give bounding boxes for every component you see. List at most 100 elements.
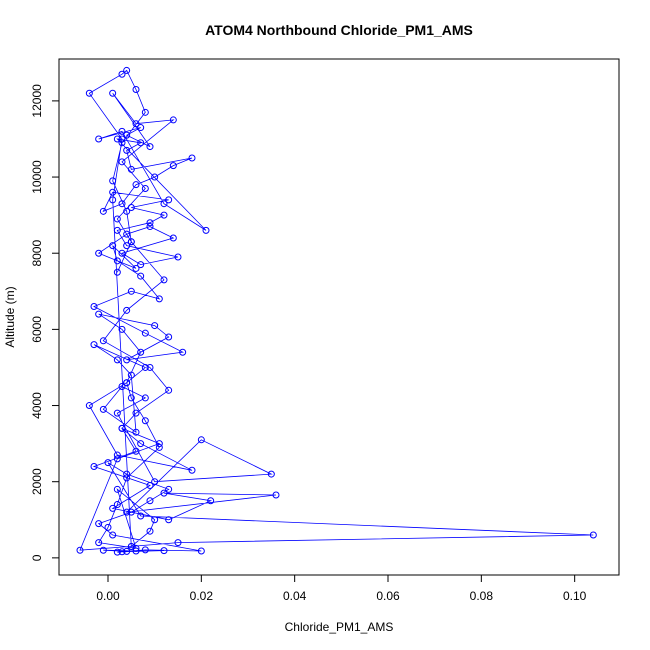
data-point — [118, 200, 126, 208]
data-point — [137, 440, 145, 448]
data-point — [146, 527, 154, 535]
data-point — [169, 234, 177, 242]
data-point — [188, 466, 196, 474]
data-point — [188, 154, 196, 162]
data-point — [118, 139, 126, 147]
data-point — [267, 470, 275, 478]
data-point — [127, 394, 135, 402]
data-point — [118, 135, 126, 143]
y-tick-label: 0 — [30, 554, 44, 561]
data-point — [109, 531, 117, 539]
data-point — [146, 497, 154, 505]
data-point — [174, 253, 182, 261]
data-point — [127, 238, 135, 246]
data-point — [169, 162, 177, 170]
data-point — [123, 306, 131, 314]
data-point — [90, 462, 98, 470]
y-axis: 0 2000 4000 6000 8000 10000 12000 — [30, 84, 60, 561]
data-point — [132, 181, 140, 189]
y-tick-label: 10000 — [30, 160, 44, 194]
data-point — [99, 337, 107, 345]
x-tick-label: 0.06 — [376, 589, 400, 603]
data-point — [151, 173, 159, 181]
data-point — [141, 394, 149, 402]
x-axis-label: Chloride_PM1_AMS — [285, 620, 394, 634]
data-point — [155, 443, 163, 451]
data-point — [146, 219, 154, 227]
data-point — [160, 489, 168, 497]
data-point — [123, 474, 131, 482]
data-point — [99, 546, 107, 554]
data-point — [141, 546, 149, 554]
data-point — [132, 264, 140, 272]
data-point — [113, 455, 121, 463]
data-point — [141, 108, 149, 116]
data-point — [104, 523, 112, 531]
data-point — [118, 548, 126, 556]
data-point — [137, 124, 145, 132]
data-point — [118, 70, 126, 78]
data-point — [155, 440, 163, 448]
series-group — [76, 66, 597, 556]
data-point — [151, 516, 159, 524]
data-point — [123, 131, 131, 139]
data-point — [132, 409, 140, 417]
data-point — [123, 146, 131, 154]
data-point — [132, 85, 140, 93]
data-point — [132, 428, 140, 436]
data-point — [160, 547, 168, 555]
y-tick-label: 12000 — [30, 84, 44, 118]
x-tick-label: 0.04 — [283, 589, 307, 603]
data-point — [123, 547, 131, 555]
data-point — [165, 386, 173, 394]
data-point — [113, 501, 121, 509]
data-point — [99, 405, 107, 413]
data-point — [118, 127, 126, 135]
data-point — [197, 547, 205, 555]
data-point — [123, 470, 131, 478]
data-point — [174, 539, 182, 547]
data-point — [137, 348, 145, 356]
data-point — [132, 547, 140, 555]
data-point — [146, 363, 154, 371]
data-point — [132, 120, 140, 128]
data-point — [123, 242, 131, 250]
data-point — [85, 402, 93, 410]
data-point — [151, 322, 159, 330]
data-point — [132, 544, 140, 552]
y-axis-label: Altitude (m) — [3, 286, 17, 347]
data-point — [113, 135, 121, 143]
y-tick-label: 2000 — [30, 468, 44, 495]
x-tick-label: 0.08 — [470, 589, 494, 603]
data-point — [146, 482, 154, 490]
data-point — [90, 303, 98, 311]
data-point — [113, 409, 121, 417]
data-point — [137, 512, 145, 520]
data-point — [127, 542, 135, 550]
data-point — [95, 539, 103, 547]
data-point — [104, 459, 112, 467]
data-point — [165, 516, 173, 524]
data-point — [85, 89, 93, 97]
data-point — [141, 417, 149, 425]
series-line — [79, 69, 594, 553]
data-point — [95, 135, 103, 143]
data-point — [113, 485, 121, 493]
data-point — [109, 188, 117, 196]
data-point — [109, 242, 117, 250]
x-tick-label: 0.02 — [190, 589, 214, 603]
data-point — [197, 436, 205, 444]
x-tick-label: 0.00 — [96, 589, 120, 603]
data-point — [109, 196, 117, 204]
data-point — [141, 329, 149, 337]
data-point — [76, 546, 84, 554]
data-point — [151, 478, 159, 486]
chart-title: ATOM4 Northbound Chloride_PM1_AMS — [205, 22, 473, 38]
data-point — [118, 325, 126, 333]
data-point — [132, 447, 140, 455]
data-point — [127, 165, 135, 173]
data-point — [123, 230, 131, 238]
data-point — [137, 139, 145, 147]
data-point — [589, 531, 597, 539]
